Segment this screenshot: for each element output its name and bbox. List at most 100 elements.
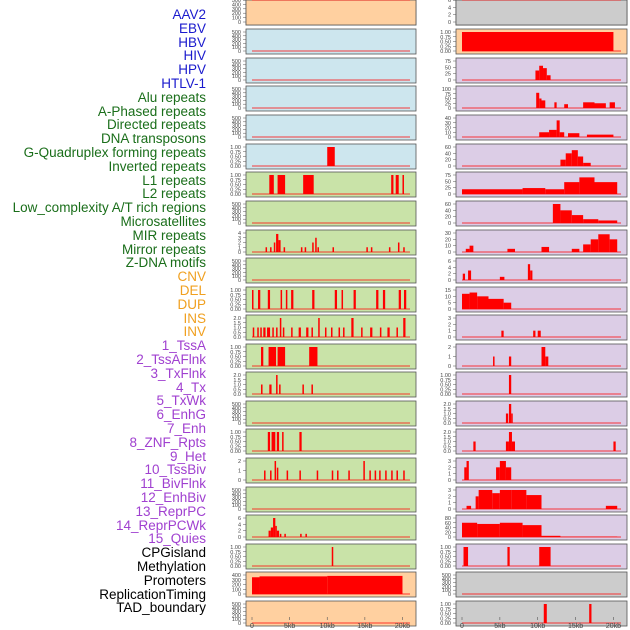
signal-bar [327,575,403,594]
y-tick-label: 0.25 [230,159,241,165]
track-label: DNA transposons [100,131,206,147]
signal-bar [466,505,472,509]
signal-bar [605,505,618,509]
y-tick-label: 200 [232,413,241,419]
y-tick-label: 0.00 [440,392,451,398]
signal-bar [382,290,386,309]
y-tick-label: 300 [232,267,241,273]
x-tick-label: 15kb [568,623,583,630]
signal-bar [594,182,618,194]
y-tick-label: 0.75 [440,550,451,556]
y-tick-label: 0.00 [440,564,451,570]
y-tick-label: 20 [445,530,451,536]
y-tick-label: 0 [448,250,451,256]
y-tick-label: 100 [232,217,241,223]
y-tick-label: 0 [238,106,241,112]
signal-bar [549,129,557,137]
signal-bar [385,470,387,480]
y-tick-label: 0 [238,250,241,256]
signal-bar [338,327,341,337]
panel-background [455,428,628,455]
y-tick-label: 1.0 [443,440,451,446]
y-tick-label: 0.5 [233,330,241,336]
track-label: A-Phased repeats [97,103,206,119]
y-tick-label: 0.25 [440,44,451,50]
signal-bar [265,247,268,252]
y-tick-label: 0.50 [230,183,241,189]
y-tick-label: 0 [448,164,451,170]
y-tick-label: 300 [232,7,241,13]
y-tick-label: 0 [448,335,451,341]
y-tick-label: 500 [232,259,241,265]
track-panel: 0.000.250.500.751.00 [230,428,417,455]
y-tick-label: 400 [232,573,241,579]
y-tick-label: 1.0 [443,412,451,418]
track-label: AAV2 [172,7,206,22]
signal-bar [526,495,542,509]
y-tick-label: 0.50 [230,155,241,161]
signal-bar [284,533,286,537]
signal-bar [505,467,512,480]
y-tick-label: 0 [448,478,451,484]
signal-bar [468,270,472,280]
signal-bar [317,247,319,252]
y-tick-label: 10 [445,244,451,250]
signal-bar [276,233,279,252]
track-label: TAD_boundary [116,600,206,616]
signal-bar [276,467,279,480]
signal-bar [598,234,610,252]
y-tick-label: 0 [238,49,241,55]
signal-bar [312,290,315,309]
signal-bar [609,239,618,252]
track-panel: 0.00.51.01.52.0 [233,314,417,341]
y-tick-label: 1.00 [440,545,451,551]
panel-background [455,400,628,427]
signal-bar [543,604,547,623]
y-tick-label: 0 [448,364,451,370]
y-tick-label: 1.00 [230,288,241,294]
signal-bar [541,246,550,252]
track-label: 8_ZNF_Rpts [129,434,206,450]
y-tick-label: 6 [448,0,451,4]
track-panel: 0.000.250.500.751.00 [230,543,417,570]
signal-bar [280,290,283,309]
y-tick-label: 0.75 [440,35,451,41]
y-tick-label: 60 [445,521,451,527]
y-tick-label: 0 [448,0,451,2]
signal-bar [252,577,260,594]
signal-bar [493,356,495,366]
signal-bar [274,461,277,480]
y-tick-label: 2 [238,241,241,247]
y-tick-label: 500 [442,573,451,579]
y-tick-label: 0.25 [230,444,241,450]
y-tick-label: 400 [232,492,241,498]
signal-bar [403,247,405,252]
y-tick-label: 500 [232,87,241,93]
y-tick-label: 400 [442,577,451,583]
signal-bar [379,327,382,337]
signal-bar [466,461,469,480]
y-tick-label: 0.25 [230,302,241,308]
track-panel: 0.000.250.500.751.00 [440,371,628,398]
y-tick-label: 100 [442,87,451,93]
y-tick-label: 1.00 [230,430,241,436]
y-tick-label: 0.75 [230,550,241,556]
y-tick-label: 300 [232,0,241,2]
y-tick-label: 0 [448,221,451,227]
signal-bar [403,470,405,480]
signal-bar [539,132,550,137]
track-label: L1 repeats [142,172,206,188]
panel-background [245,371,417,398]
y-tick-label: 0 [448,78,451,84]
y-tick-label: 100 [442,588,451,594]
y-tick-label: 400 [232,406,241,412]
signal-bar [261,347,264,366]
y-tick-label: 400 [442,0,451,2]
track-label-column: AAV2 EBV HBV HIV HPV HTLV-1 Alu repeats A-Phase… [0,0,206,630]
track-label: 12_EnhBiv [140,490,206,505]
y-tick-label: 0 [238,278,241,284]
x-tick-label: 5kb [494,623,505,630]
